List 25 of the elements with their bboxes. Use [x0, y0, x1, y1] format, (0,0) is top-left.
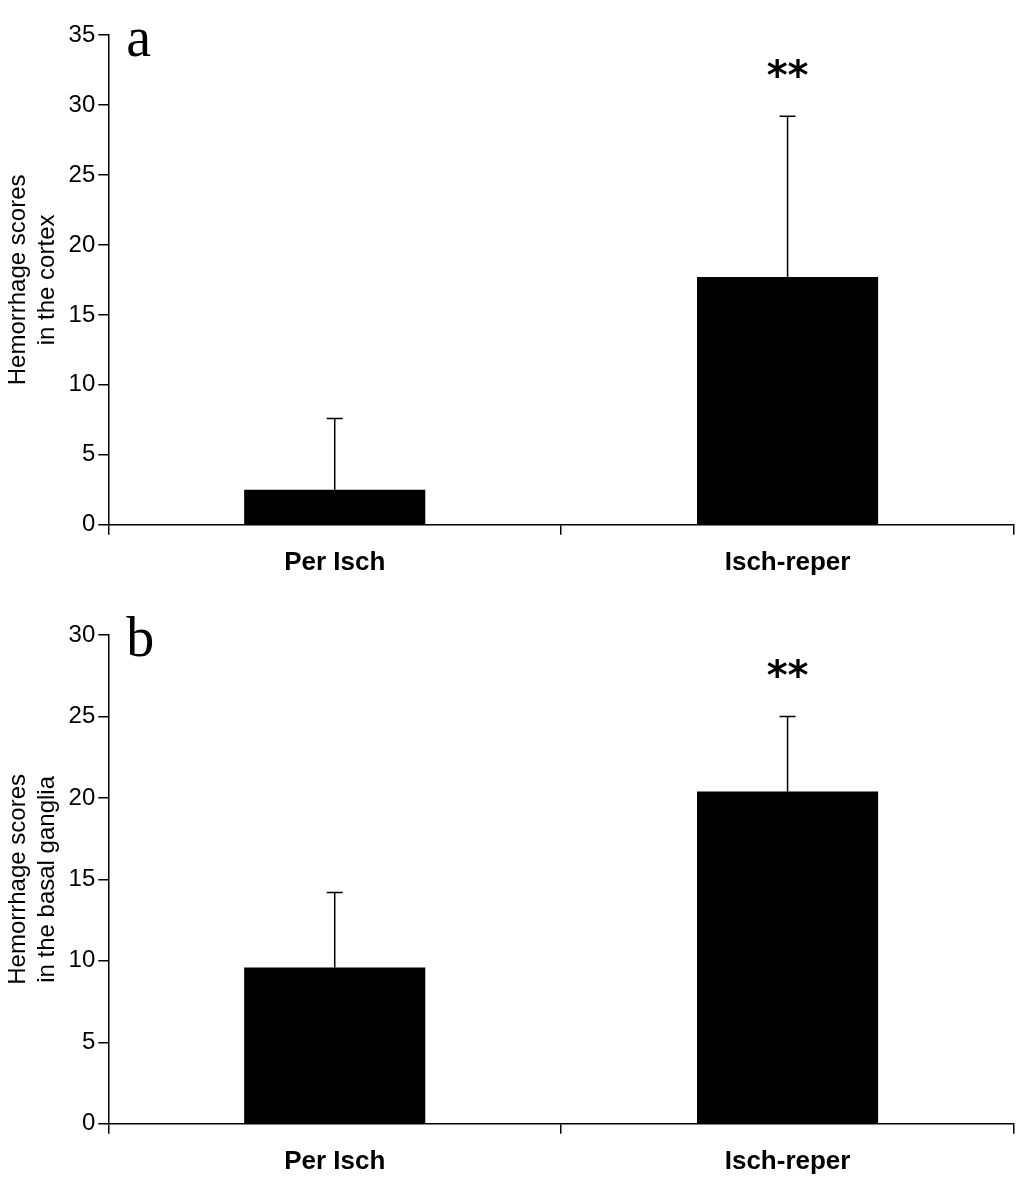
y-tick-label: 20: [68, 229, 96, 257]
y-tick-label: 30: [68, 89, 96, 117]
y-tick-label: 15: [68, 864, 96, 892]
y-tick-label: 35: [68, 19, 96, 47]
y-tick-label: 30: [68, 619, 96, 647]
y-tick-label: 10: [68, 369, 96, 397]
chart-title: b: [126, 605, 155, 668]
y-tick-label: 0: [81, 1108, 96, 1136]
y-tick-label: 15: [68, 299, 96, 327]
annotation: **: [766, 651, 809, 698]
y-tick-label: 20: [68, 782, 96, 810]
y-tick-label: 25: [68, 159, 96, 187]
y-tick-label: 10: [68, 945, 96, 973]
y-axis-title: Hemorrhage scores in the basal ganglia: [3, 774, 59, 985]
y-tick-label: 0: [81, 509, 96, 537]
annotation: **: [766, 51, 809, 98]
y-axis-title: Hemorrhage scores in the cortex: [3, 174, 59, 386]
chart-title: a: [126, 5, 152, 68]
y-tick-label: 5: [81, 1026, 96, 1054]
x-tick-label: Isch-reper: [724, 1144, 851, 1175]
y-tick-label: 25: [68, 701, 96, 729]
x-tick-label: Per Isch: [284, 1144, 386, 1175]
x-tick-label: Isch-reper: [724, 545, 851, 576]
x-tick-label: Per Isch: [284, 545, 386, 576]
y-tick-label: 5: [81, 439, 96, 467]
